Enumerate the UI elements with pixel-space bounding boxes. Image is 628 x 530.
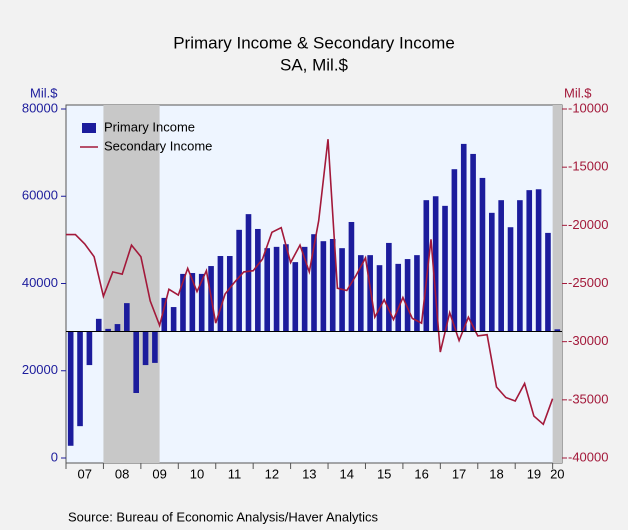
chart-subtitle: SA, Mil.$ bbox=[280, 55, 349, 74]
bar bbox=[283, 244, 289, 332]
x-tick-label: 20 bbox=[550, 466, 564, 481]
bar bbox=[217, 256, 224, 332]
bar bbox=[255, 228, 261, 332]
bar bbox=[367, 255, 373, 332]
bar bbox=[517, 200, 523, 332]
y2-tick-label: -25000 bbox=[568, 275, 608, 290]
x-tick-label: 17 bbox=[452, 466, 466, 481]
x-tick-label: 09 bbox=[152, 466, 166, 481]
legend-label: Secondary Income bbox=[104, 138, 212, 153]
x-tick-label: 12 bbox=[265, 466, 279, 481]
bar bbox=[105, 328, 111, 332]
bar bbox=[301, 246, 308, 332]
bar bbox=[198, 273, 205, 332]
bar bbox=[507, 227, 514, 332]
y-axis-label: Mil.$ bbox=[30, 85, 58, 100]
y-tick-label: 40000 bbox=[22, 275, 58, 290]
bar bbox=[67, 331, 74, 446]
bar bbox=[442, 205, 448, 332]
bar bbox=[535, 189, 542, 332]
bar bbox=[545, 232, 551, 332]
y2-tick-label: -20000 bbox=[568, 217, 608, 232]
bar bbox=[348, 221, 355, 332]
bar bbox=[470, 153, 476, 332]
bar bbox=[432, 196, 439, 332]
bar bbox=[451, 169, 458, 332]
y-tick-label: 80000 bbox=[22, 100, 58, 115]
bar bbox=[311, 234, 317, 332]
y2-tick-label: -30000 bbox=[568, 333, 608, 348]
bar bbox=[526, 190, 533, 332]
bar bbox=[133, 331, 139, 393]
bar bbox=[498, 200, 504, 332]
bar bbox=[554, 329, 561, 332]
y2-tick-label: -35000 bbox=[568, 391, 608, 406]
bar bbox=[320, 241, 327, 332]
bar bbox=[245, 214, 252, 332]
y2-axis-label: Mil.$ bbox=[564, 85, 592, 100]
bar bbox=[292, 262, 299, 332]
bar bbox=[124, 303, 130, 332]
bar bbox=[86, 331, 93, 366]
x-tick-label: 19 bbox=[527, 466, 541, 481]
bar bbox=[114, 324, 121, 332]
recession-shade bbox=[552, 105, 562, 463]
x-tick-label: 08 bbox=[115, 466, 129, 481]
bar bbox=[395, 263, 402, 332]
x-tick-label: 14 bbox=[340, 466, 354, 481]
bar bbox=[161, 297, 168, 332]
y2-tick-label: -10000 bbox=[568, 100, 608, 115]
x-tick-label: 13 bbox=[302, 466, 316, 481]
x-tick-label: 15 bbox=[377, 466, 391, 481]
bar bbox=[489, 212, 495, 332]
y-tick-label: 20000 bbox=[22, 362, 58, 377]
bar bbox=[404, 259, 411, 332]
bar bbox=[376, 265, 383, 332]
bar bbox=[170, 307, 177, 332]
bar bbox=[189, 273, 196, 332]
legend-label: Primary Income bbox=[104, 119, 195, 134]
line bbox=[66, 139, 554, 426]
bar bbox=[329, 239, 336, 332]
source: Source: Bureau of Economic Analysis/Have… bbox=[68, 509, 378, 524]
legend-swatch bbox=[82, 123, 96, 133]
bar bbox=[226, 256, 233, 332]
y-tick-label: 0 bbox=[51, 449, 58, 464]
bar bbox=[479, 177, 486, 332]
bar bbox=[236, 229, 242, 332]
x-tick-label: 10 bbox=[190, 466, 204, 481]
bar bbox=[264, 248, 271, 332]
recession-shade bbox=[103, 105, 160, 463]
bar bbox=[423, 200, 430, 332]
x-tick-label: 07 bbox=[77, 466, 91, 481]
bar bbox=[95, 318, 102, 332]
y-tick-label: 60000 bbox=[22, 188, 58, 203]
y2-tick-label: -40000 bbox=[568, 449, 608, 464]
y2-tick-label: -15000 bbox=[568, 159, 608, 174]
bar bbox=[180, 273, 186, 332]
bar bbox=[152, 331, 158, 363]
bar bbox=[142, 331, 149, 366]
x-tick-label: 18 bbox=[489, 466, 503, 481]
x-tick-label: 16 bbox=[414, 466, 428, 481]
bar bbox=[386, 242, 392, 332]
bar bbox=[273, 246, 280, 332]
chart-title: Primary Income & Secondary Income bbox=[173, 33, 455, 52]
x-tick-label: 11 bbox=[228, 466, 242, 481]
bar bbox=[460, 143, 467, 332]
bar bbox=[414, 255, 420, 332]
bar bbox=[357, 255, 364, 332]
bar bbox=[77, 331, 83, 427]
